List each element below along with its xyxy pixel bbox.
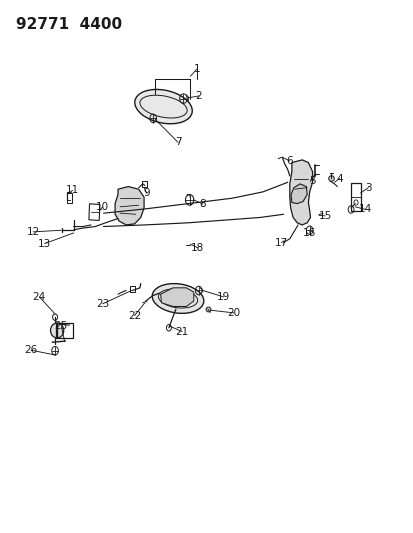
Text: 16: 16: [302, 228, 316, 238]
Polygon shape: [160, 288, 193, 306]
Text: 17: 17: [274, 238, 287, 247]
Polygon shape: [115, 187, 144, 225]
Bar: [351, 183, 360, 211]
Text: 18: 18: [191, 243, 204, 253]
Text: 23: 23: [96, 299, 109, 309]
Text: 7: 7: [174, 138, 181, 147]
Text: 24: 24: [33, 292, 46, 302]
Polygon shape: [289, 160, 312, 225]
Bar: [56, 323, 73, 338]
Bar: [129, 286, 135, 292]
Text: 25: 25: [55, 321, 68, 331]
Text: 15: 15: [318, 211, 331, 221]
Text: 9: 9: [143, 189, 150, 198]
Polygon shape: [290, 184, 306, 204]
Text: 8: 8: [199, 199, 206, 209]
Text: 4: 4: [335, 174, 342, 183]
Text: 26: 26: [24, 345, 38, 355]
Text: 5: 5: [309, 176, 315, 186]
Text: 21: 21: [175, 327, 188, 336]
Ellipse shape: [152, 284, 203, 313]
Text: 19: 19: [216, 292, 230, 302]
Text: 11: 11: [66, 185, 79, 195]
Text: 13: 13: [38, 239, 51, 248]
Text: 6: 6: [286, 156, 292, 166]
Bar: [142, 181, 147, 187]
Text: 92771  4400: 92771 4400: [16, 17, 121, 32]
Ellipse shape: [135, 90, 192, 124]
Text: 12: 12: [26, 227, 40, 237]
Bar: [67, 193, 72, 203]
Text: 2: 2: [195, 91, 202, 101]
Text: 14: 14: [358, 205, 371, 214]
Text: 20: 20: [227, 308, 240, 318]
Ellipse shape: [50, 323, 64, 338]
Text: 22: 22: [128, 311, 141, 320]
Bar: [89, 204, 100, 221]
Text: 10: 10: [96, 202, 109, 212]
Text: 1: 1: [193, 64, 199, 74]
Text: 3: 3: [364, 183, 371, 192]
